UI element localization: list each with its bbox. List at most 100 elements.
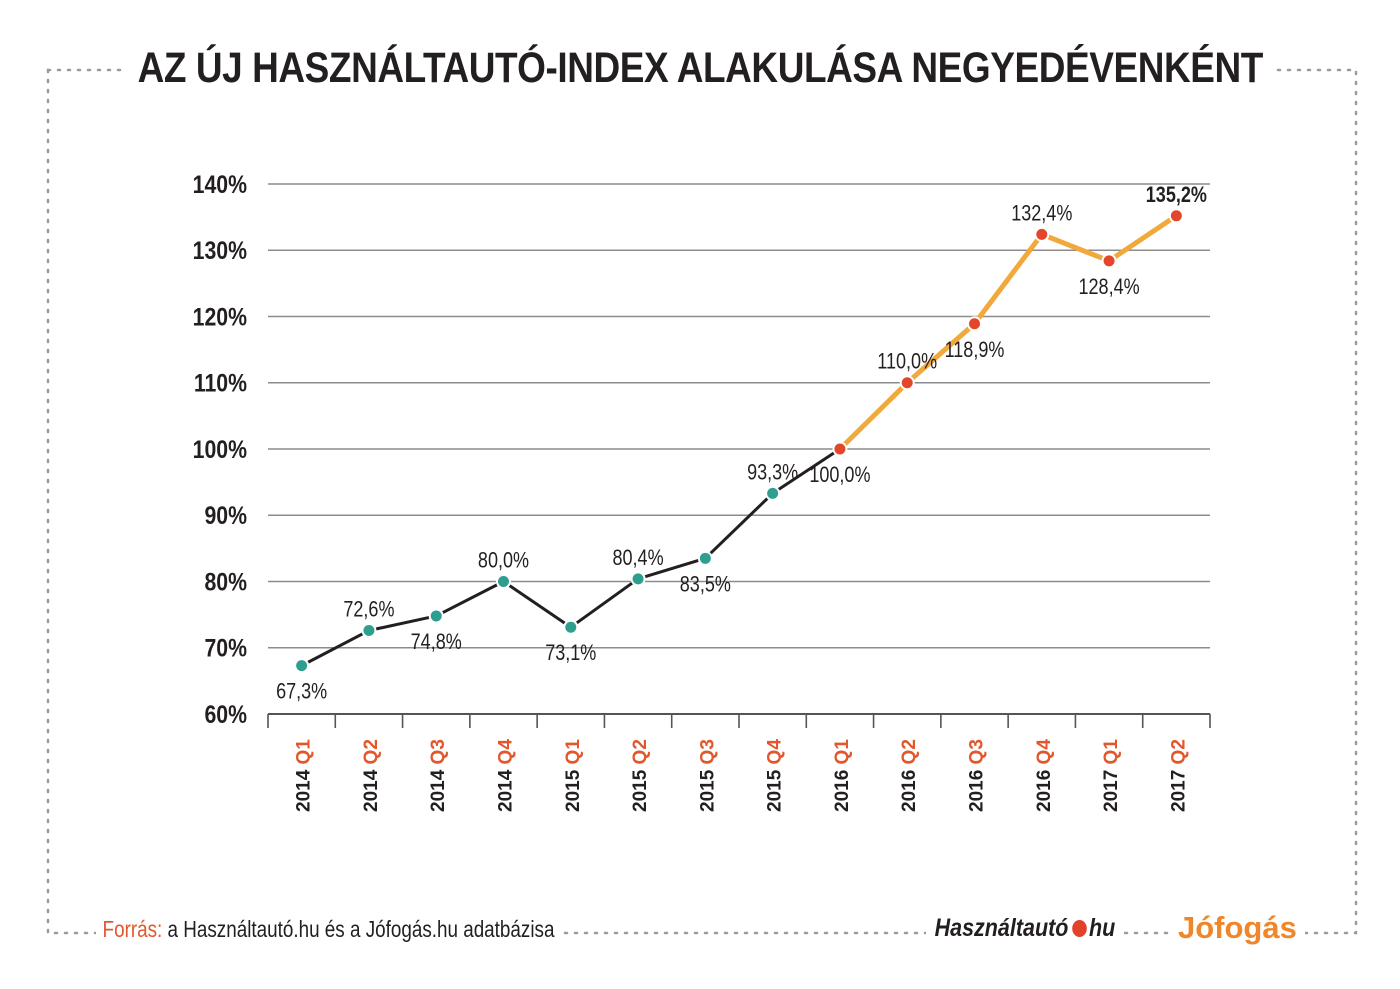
x-tick-label: 2017 Q1 xyxy=(1101,739,1122,812)
data-point-marker xyxy=(1034,226,1050,242)
y-tick-label: 70% xyxy=(204,634,247,662)
x-tick-label: 2014 Q4 xyxy=(496,739,517,812)
data-label: 110,0% xyxy=(877,350,937,374)
data-label: 72,6% xyxy=(343,598,394,622)
x-tick-year: 2016 xyxy=(967,764,988,812)
series-lines xyxy=(300,213,1179,668)
grid-layer xyxy=(267,183,1211,728)
logo-dot-icon xyxy=(1071,920,1087,937)
source-note: Forrás: a Használtautó.hu és a Jófogás.h… xyxy=(96,916,561,943)
series-segment xyxy=(771,447,842,495)
series-segment-highlight xyxy=(837,380,910,452)
title-container: AZ ÚJ HASZNÁLTAUTÓ-INDEX ALAKULÁSA NEGYE… xyxy=(125,36,1275,100)
x-tick-label: 2014 Q2 xyxy=(361,739,382,812)
series-segment xyxy=(367,614,438,633)
y-axis-tick-labels: 60% 70% 80% 90% 100% 110% 120% 130% 140% xyxy=(193,170,247,728)
data-label: 118,9% xyxy=(945,338,1005,362)
x-tick-quarter: Q4 xyxy=(496,739,517,765)
series-segment-highlight xyxy=(1106,213,1179,264)
x-tick-year: 2014 xyxy=(428,764,449,812)
x-tick-year: 2016 xyxy=(832,764,853,812)
y-tick-label: 120% xyxy=(193,303,247,331)
hasznaltauto-logo: Használtautó hu xyxy=(926,914,1124,943)
data-point-marker xyxy=(967,316,982,332)
x-tick-year: 2016 xyxy=(1034,764,1055,812)
x-tick-year: 2015 xyxy=(563,764,584,812)
source-label: Forrás: xyxy=(102,916,163,942)
x-tick-label: 2017 Q2 xyxy=(1168,739,1189,812)
data-point-marker xyxy=(697,550,713,566)
data-label: 100,0% xyxy=(809,463,870,487)
data-point-marker xyxy=(899,375,915,391)
data-point-marker xyxy=(294,658,310,674)
data-point-marker xyxy=(1168,208,1184,224)
source-text: a Használtautó.hu és a Jófogás.hu adatbá… xyxy=(167,916,555,942)
y-tick-label: 60% xyxy=(204,700,247,728)
data-point-marker xyxy=(496,574,511,589)
x-tick-year: 2014 xyxy=(294,764,315,812)
y-tick-label: 90% xyxy=(204,502,247,530)
x-tick-label: 2015 Q2 xyxy=(630,739,651,812)
x-tick-year: 2014 xyxy=(361,764,382,812)
x-tick-label: 2016 Q2 xyxy=(899,739,920,812)
data-point-marker xyxy=(428,608,444,624)
x-tick-quarter: Q3 xyxy=(697,739,718,764)
x-tick-label: 2015 Q4 xyxy=(765,739,786,812)
data-point-marker xyxy=(832,441,848,457)
x-tick-label: 2014 Q1 xyxy=(294,739,315,812)
x-tick-quarter: Q4 xyxy=(765,739,786,765)
jofogas-logo: Jófogás xyxy=(1170,910,1305,946)
series-segment-highlight xyxy=(904,321,977,386)
x-tick-quarter: Q1 xyxy=(294,739,315,765)
series-segment xyxy=(569,577,640,629)
data-label: 128,4% xyxy=(1078,275,1139,299)
series-segment xyxy=(636,556,707,581)
data-point-marker xyxy=(1101,253,1117,269)
data-label: 80,0% xyxy=(478,549,529,573)
x-tick-quarter: Q3 xyxy=(967,739,988,764)
data-label: 74,8% xyxy=(411,630,462,654)
data-point-marker xyxy=(563,619,579,635)
y-tick-label: 140% xyxy=(193,170,247,198)
x-tick-label: 2015 Q1 xyxy=(563,739,584,812)
x-tick-label: 2016 Q3 xyxy=(967,739,988,812)
x-tick-year: 2017 xyxy=(1101,764,1122,812)
frame-border xyxy=(46,68,1358,935)
x-tick-quarter: Q4 xyxy=(1034,739,1055,765)
x-tick-quarter: Q3 xyxy=(428,739,449,764)
y-tick-label: 80% xyxy=(204,568,247,596)
data-label: 93,3% xyxy=(747,461,798,485)
series-segment xyxy=(434,580,505,618)
x-tick-year: 2015 xyxy=(630,764,651,812)
chart-title: AZ ÚJ HASZNÁLTAUTÓ-INDEX ALAKULÁSA NEGYE… xyxy=(125,43,1275,93)
x-tick-year: 2014 xyxy=(496,764,517,812)
x-tick-quarter: Q1 xyxy=(832,739,853,765)
x-tick-label: 2014 Q3 xyxy=(428,739,449,812)
series-segment xyxy=(300,629,371,668)
hasznaltauto-logo-right: hu xyxy=(1089,914,1116,942)
data-label: 135,2% xyxy=(1146,183,1207,207)
series-markers xyxy=(294,208,1184,674)
data-label: 67,3% xyxy=(276,680,327,704)
y-tick-label: 130% xyxy=(193,237,247,265)
x-tick-year: 2015 xyxy=(765,764,786,812)
x-tick-year: 2016 xyxy=(899,764,920,812)
y-tick-label: 110% xyxy=(194,369,247,397)
x-tick-quarter: Q1 xyxy=(1101,739,1122,765)
hasznaltauto-logo-left: Használtautó xyxy=(934,914,1069,942)
data-point-marker xyxy=(361,623,377,639)
x-tick-quarter: Q2 xyxy=(899,739,920,764)
x-tick-quarter: Q2 xyxy=(630,739,651,764)
series-segment xyxy=(703,491,775,560)
data-point-marker xyxy=(765,485,781,501)
x-tick-quarter: Q2 xyxy=(361,739,382,764)
data-label: 73,1% xyxy=(545,642,596,666)
data-point-marker xyxy=(630,571,646,587)
data-label: 80,4% xyxy=(613,546,664,570)
x-tick-year: 2015 xyxy=(697,764,718,812)
series-segment-highlight xyxy=(972,231,1045,327)
data-label: 132,4% xyxy=(1011,202,1072,226)
